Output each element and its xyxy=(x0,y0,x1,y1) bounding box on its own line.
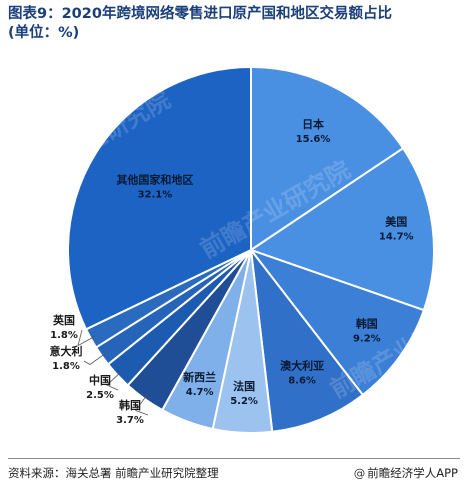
slice-label: 美国 xyxy=(385,214,407,228)
leader-line xyxy=(106,371,122,391)
pie-slice xyxy=(250,65,405,252)
slice-value-label: 5.2% xyxy=(230,396,258,407)
slice-value-label: 8.6% xyxy=(288,375,316,386)
slice-value-label: 3.7% xyxy=(116,415,144,426)
title-line-2: (单位：%) xyxy=(8,25,80,41)
slice-value-label: 1.8% xyxy=(52,361,80,372)
slice-value-label: 14.7% xyxy=(379,231,414,242)
slice-value-label: 4.7% xyxy=(186,387,214,398)
slice-label: 其他国家和地区 xyxy=(116,173,193,187)
slice-label: 中国 xyxy=(89,373,111,387)
pie-labels: 日本 15.6% 美国 14.7% 韩国 9.2% 澳大利亚 8.6% 法国 5.2% 新西兰 4.7… xyxy=(50,117,414,426)
source-note: 资料来源：海关总署 前瞻产业研究院整理 xyxy=(8,466,219,480)
slice-label: 澳大利亚 xyxy=(280,358,324,372)
slice-label: 韩国 xyxy=(356,316,378,330)
slice-value-label: 1.8% xyxy=(50,330,78,341)
pie-chart: 日本 15.6% 美国 14.7% 韩国 9.2% 澳大利亚 8.6% 法国 5.2% 新西兰 4.7… xyxy=(50,65,435,434)
slice-value-label: 15.6% xyxy=(296,134,331,145)
leader-lines xyxy=(77,329,149,416)
slice-label: 法国 xyxy=(233,379,255,393)
footer-divider xyxy=(8,458,460,459)
brand-name: 前瞻经济学人APP xyxy=(367,466,458,480)
pie-slice xyxy=(67,65,252,331)
title-line-1: 图表9：2020年跨境网络零售进口原产国和地区交易额占比 xyxy=(8,6,392,22)
chart-title: 图表9：2020年跨境网络零售进口原产国和地区交易额占比 (单位：%) xyxy=(8,5,460,43)
pie-slice xyxy=(249,246,365,433)
slice-label: 英国 xyxy=(52,313,75,327)
slice-value-label: 32.1% xyxy=(138,190,173,201)
slice-label: 意大利 xyxy=(50,344,83,358)
leader-line xyxy=(83,352,107,365)
pie-slice xyxy=(248,146,435,312)
leader-line xyxy=(77,329,96,347)
slice-label: 日本 xyxy=(302,117,324,131)
slice-value-label: 9.2% xyxy=(353,333,381,344)
at-icon: @ xyxy=(353,466,366,480)
leader-line xyxy=(135,393,149,416)
pie-slice xyxy=(248,247,426,397)
slice-label: 新西兰 xyxy=(183,370,216,384)
pie-slices xyxy=(67,65,435,434)
slice-value-label: 2.5% xyxy=(86,390,114,401)
slice-label: 韩国 xyxy=(119,398,141,412)
brand-credit: @ 前瞻经济学人APP xyxy=(354,465,458,481)
